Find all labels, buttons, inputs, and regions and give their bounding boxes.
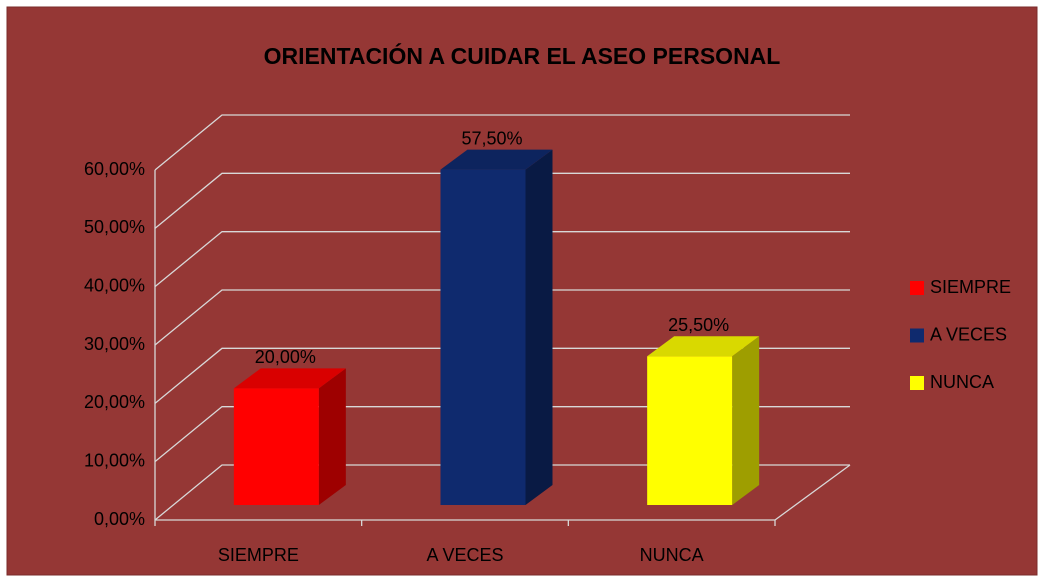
bar-side xyxy=(732,336,760,505)
grid-line xyxy=(154,347,850,404)
bar xyxy=(233,388,319,505)
y-tick-label: 10,00% xyxy=(84,450,145,470)
grid-line xyxy=(154,464,850,521)
y-tick-label: 60,00% xyxy=(84,159,145,179)
legend-swatch xyxy=(910,328,924,343)
grid-line xyxy=(154,289,850,346)
y-tick-label: 50,00% xyxy=(84,217,145,237)
chart-title: ORIENTACIÓN A CUIDAR EL ASEO PERSONAL xyxy=(264,42,781,69)
y-tick-label: 0,00% xyxy=(94,509,145,529)
grid-line xyxy=(154,114,850,171)
y-tick-label: 40,00% xyxy=(84,275,145,295)
x-tick-label: A VECES xyxy=(426,545,503,565)
grid-line xyxy=(154,406,850,463)
legend-label: NUNCA xyxy=(930,372,994,392)
legend-swatch xyxy=(910,281,924,295)
data-label: 25,50% xyxy=(668,315,729,335)
grid-line xyxy=(154,231,850,288)
bar xyxy=(647,356,733,505)
bar-side xyxy=(318,368,346,505)
y-tick-label: 20,00% xyxy=(84,392,145,412)
bar xyxy=(440,169,526,506)
data-label: 20,00% xyxy=(255,347,316,367)
bar-top xyxy=(440,149,553,170)
legend-label: SIEMPRE xyxy=(930,277,1011,297)
bar-top xyxy=(647,336,760,357)
x-tick-label: NUNCA xyxy=(640,545,704,565)
bar-side xyxy=(525,149,553,506)
grid-line xyxy=(154,172,850,229)
legend-label: A VECES xyxy=(930,324,1007,344)
legend-swatch xyxy=(910,376,924,390)
data-label: 57,50% xyxy=(461,128,522,148)
bar-top xyxy=(233,368,346,389)
y-tick-label: 30,00% xyxy=(84,334,145,354)
x-tick-label: SIEMPRE xyxy=(218,545,299,565)
